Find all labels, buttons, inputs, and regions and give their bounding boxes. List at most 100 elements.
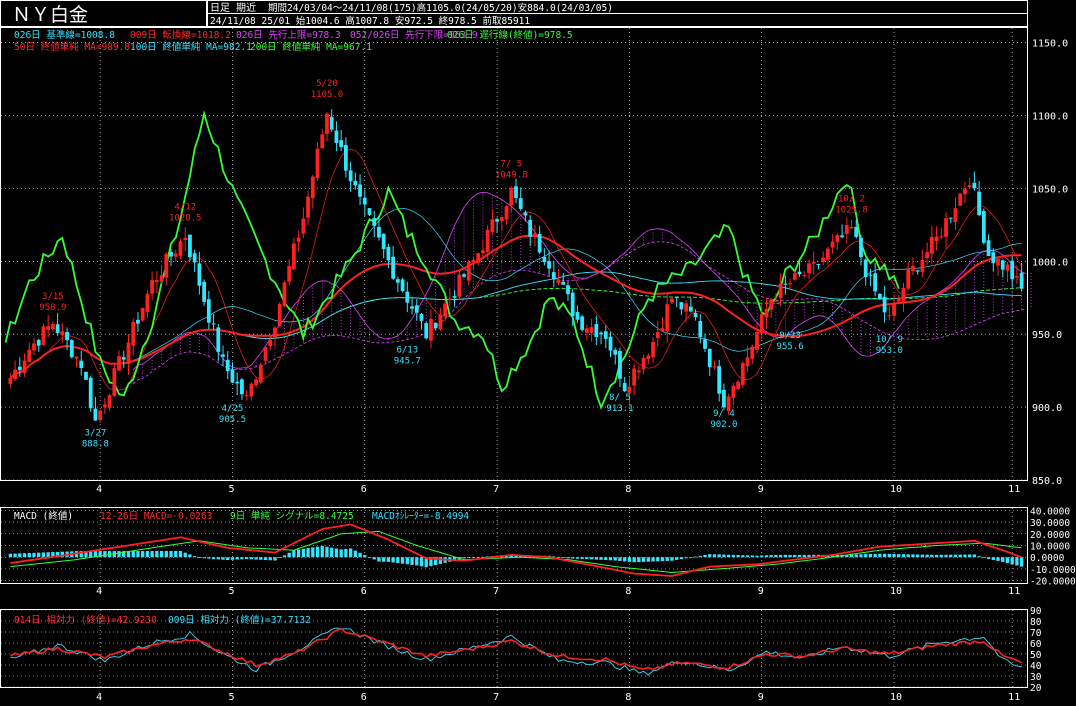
candle-body [457,274,462,297]
candle-body [986,240,991,256]
rsi-tick-label: 90 [1030,606,1042,617]
macd-histogram-bar [438,557,443,564]
legend-rsi9: 009日 相対力 (終値)=37.7132 [168,614,311,626]
macd-histogram-bar [415,557,419,566]
candle-body [117,356,121,371]
candle-body [868,274,873,276]
macd-histogram-bar [240,557,244,560]
axis-labels: 850.0 900.0 950.0 1000.0 1050.0 1100.0 1150.0 4… [96,39,1076,703]
month-label: 8 [625,586,631,597]
rsi-tick-label: 80 [1030,617,1042,628]
candle-body [46,326,51,331]
candle-body [967,185,972,187]
macd-histogram-bar [637,557,641,563]
macd-histogram-bar [575,557,580,559]
macd-histogram-bar [41,552,46,558]
month-label: 5 [228,692,234,703]
candle-body [358,184,362,197]
macd-histogram-bar [632,557,636,563]
macd-histogram-bar [429,557,433,567]
candle-body [348,170,353,182]
macd-histogram-bar [764,555,769,558]
macd-histogram-bar [897,554,901,558]
candle-body [410,306,414,309]
candle-body [589,327,594,333]
candle-body [429,318,433,341]
rsi-tick-label: 30 [1030,672,1042,683]
macd-histogram-bar [164,550,168,558]
candle-body [646,355,651,359]
candle-body [504,206,509,220]
candle-body [55,324,60,334]
annotation-value: 902.0 [710,420,737,430]
candle-body [32,343,36,351]
macd-histogram-bar [991,557,995,560]
macd-histogram-bar [292,550,296,558]
macd-histogram-bar [136,551,140,558]
price-tick-label: 1000.0 [1032,257,1068,268]
macd-histogram-bar [778,554,783,558]
candle-body [225,359,230,372]
candle-body [533,233,537,237]
candle-body [542,256,547,263]
macd-histogram-bar [481,556,485,558]
macd-histogram-bar [845,554,849,558]
macd-histogram-bar [18,553,22,558]
candle-body [471,259,476,263]
macd-histogram-bar [424,557,428,568]
candle-body [263,347,268,361]
candle-body [788,283,792,285]
macd-histogram-bar [363,555,367,558]
candle-body [849,226,854,229]
macd-histogram-bar [301,548,306,558]
chart-title: ＮＹ白金 [12,4,88,26]
candle-body [419,314,424,321]
candle-body [627,386,632,393]
macd-histogram-bar [377,557,381,562]
macd-histogram-bar [641,557,646,562]
macd-histogram-bar [22,553,27,558]
month-label: 6 [361,484,367,495]
macd-histogram-bar [774,554,778,558]
candle-body [36,339,41,346]
macd-histogram-bar [330,547,334,558]
macd-histogram-bar [986,557,991,559]
candle-body [929,236,934,254]
macd-histogram-bar [571,557,575,559]
macd-histogram-bar [230,557,235,560]
candle-body [934,236,939,242]
macd-histogram-bar [8,553,13,558]
macd-histogram-bar [334,548,339,558]
candle-body [523,212,528,216]
candle-body [466,262,471,281]
macd-histogram-bar [717,554,721,558]
candle-body [414,305,419,313]
candle-body [920,259,925,272]
candle-body [825,248,830,260]
macd-histogram-bar [306,548,310,558]
macd-histogram-bar [736,555,740,558]
macd-histogram-bar [878,553,882,558]
candle-body [854,226,859,237]
macd-histogram-bar [476,557,480,559]
candle-body [244,395,249,397]
candle-body [320,134,325,149]
legend-ma50: 50日 終値単純 MA=989.8 [14,41,130,53]
macd-histogram-bar [982,557,986,559]
macd-histogram-bar [117,551,121,558]
candle-body [755,332,759,350]
macd-histogram-bar [892,553,896,558]
candle-body [462,274,466,277]
candle-body [268,340,273,347]
candle-body [329,116,334,130]
annotation-value: 1049.8 [495,171,528,181]
candle-body [98,410,103,421]
legend-ma100: 100日 終値単純 MA=982.1 [130,41,252,53]
candle-body [1019,272,1024,289]
price-tick-label: 1100.0 [1032,111,1068,122]
macd-histogram-bar [864,554,868,558]
macd-histogram-bar [193,556,197,558]
macd-histogram-bar [98,551,102,558]
macd-histogram-bar [216,557,220,560]
macd-histogram-bar [750,555,754,558]
